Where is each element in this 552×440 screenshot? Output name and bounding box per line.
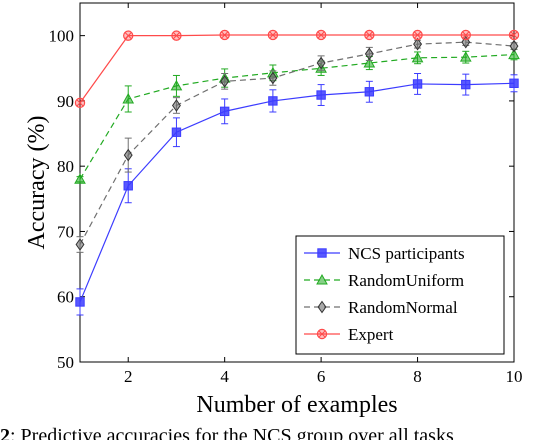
data-point bbox=[508, 48, 520, 60]
data-point bbox=[123, 148, 133, 162]
x-axis-ticks: 2 4 6 8 10 bbox=[124, 3, 523, 386]
legend-swatch-marker bbox=[316, 273, 328, 285]
caption-prefix: 2 bbox=[0, 425, 10, 440]
data-point bbox=[170, 79, 183, 91]
data-point bbox=[219, 106, 230, 117]
legend-item-randomnormal: RandomNormal bbox=[304, 298, 458, 317]
y-tick-label: 80 bbox=[57, 157, 74, 176]
data-point bbox=[413, 37, 423, 51]
series-randomnormal bbox=[75, 35, 519, 253]
marker-cross bbox=[510, 31, 518, 39]
legend-label: NCS participants bbox=[348, 244, 465, 263]
data-point bbox=[509, 39, 519, 53]
data-point bbox=[461, 79, 471, 90]
y-tick-label: 90 bbox=[57, 92, 74, 111]
legend-swatch-marker bbox=[317, 300, 327, 314]
series-line bbox=[79, 34, 514, 104]
marker-cross bbox=[173, 32, 180, 39]
x-tick-label: 8 bbox=[413, 367, 422, 386]
legend-label: RandomNormal bbox=[348, 298, 458, 317]
data-point bbox=[75, 238, 85, 251]
data-point bbox=[412, 79, 423, 89]
data-point bbox=[122, 92, 135, 104]
x-tick-label: 6 bbox=[317, 367, 326, 386]
data-point bbox=[509, 78, 519, 88]
series-line bbox=[79, 82, 515, 303]
marker-cross bbox=[414, 31, 421, 39]
data-point bbox=[171, 99, 181, 112]
data-point bbox=[363, 57, 376, 68]
x-tick-label: 2 bbox=[124, 367, 133, 386]
y-tick-label: 100 bbox=[49, 27, 75, 46]
series-ncs-participants bbox=[75, 72, 519, 316]
series-expert bbox=[74, 29, 520, 109]
marker-cross bbox=[318, 330, 326, 338]
legend-swatch-marker bbox=[317, 248, 327, 258]
y-axis-title: Accuracy (%) bbox=[24, 116, 50, 250]
series-line bbox=[79, 53, 515, 180]
legend-item-expert: Expert bbox=[304, 325, 394, 344]
legend-label: RandomUniform bbox=[348, 271, 464, 290]
x-axis-title: Number of examples bbox=[196, 392, 397, 418]
data-point bbox=[220, 74, 230, 88]
y-axis-ticks: 50 60 70 80 90 100 bbox=[49, 27, 514, 372]
data-point bbox=[364, 87, 375, 97]
x-tick-label: 10 bbox=[506, 367, 523, 386]
marker-cross bbox=[76, 99, 84, 107]
y-tick-label: 50 bbox=[57, 353, 74, 372]
y-tick-label: 60 bbox=[57, 288, 74, 307]
series-line bbox=[79, 41, 515, 245]
data-point bbox=[411, 51, 424, 63]
marker-cross bbox=[462, 31, 470, 39]
legend: NCS participants RandomUniform RandomNorma… bbox=[295, 235, 505, 355]
marker-cross bbox=[269, 31, 277, 39]
marker-cross bbox=[124, 32, 132, 39]
marker-cross bbox=[365, 31, 373, 39]
series-randomuniform bbox=[74, 48, 520, 184]
legend-item-randomuniform: RandomUniform bbox=[304, 271, 464, 290]
marker-cross bbox=[317, 31, 325, 39]
legend-label: Expert bbox=[348, 325, 394, 344]
data-point bbox=[171, 127, 182, 137]
data-point bbox=[268, 71, 278, 85]
data-point bbox=[316, 56, 326, 70]
data-point bbox=[364, 47, 374, 61]
data-point bbox=[123, 181, 133, 191]
data-point bbox=[268, 96, 278, 106]
data-point bbox=[316, 90, 326, 100]
figure-caption: 2: Predictive accuracies for the NCS gro… bbox=[0, 425, 454, 440]
legend-item-ncs-participants: NCS participants bbox=[304, 244, 465, 263]
data-point bbox=[459, 51, 472, 62]
data-point bbox=[74, 173, 86, 184]
y-tick-label: 70 bbox=[57, 222, 74, 241]
x-tick-label: 4 bbox=[220, 367, 229, 386]
marker-cross bbox=[221, 31, 229, 39]
data-point bbox=[75, 297, 85, 307]
caption-text: : Predictive accuracies for the NCS grou… bbox=[10, 425, 454, 440]
series-layer bbox=[74, 29, 520, 316]
